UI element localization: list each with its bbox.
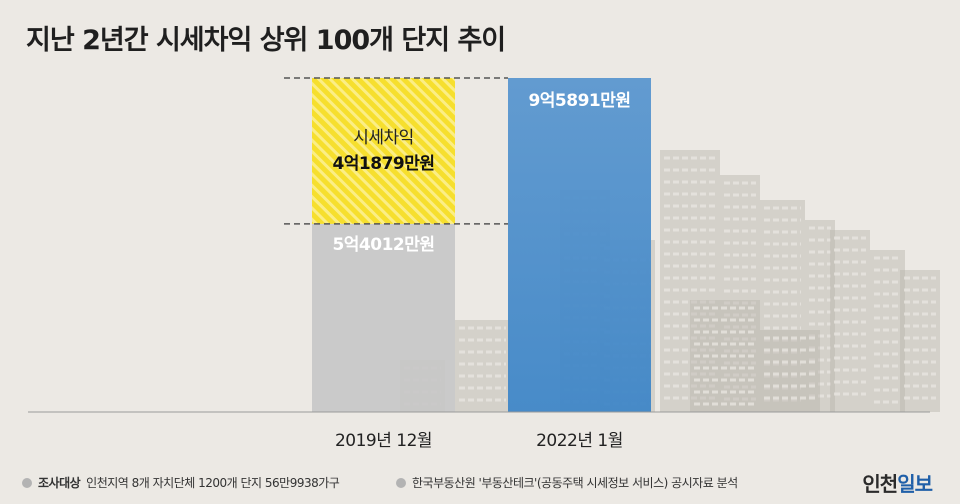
chart-title: 지난 2년간 시세차익 상위 100개 단지 추이 [26, 25, 506, 56]
bar-2022-01 [508, 78, 651, 412]
bar-2019-12 [312, 223, 455, 412]
footer-source: 한국부동산원 '부동산테크'(공동주택 시세정보 서비스) 공시자료 분석 [396, 474, 738, 491]
bar-difference [312, 78, 455, 224]
building [720, 175, 760, 412]
footer: 조사대상 인천지역 8개 자치단체 1200개 단지 56만9938가구 한국부… [0, 464, 960, 504]
x-tick-label-2022-01: 2022년 1월 [536, 431, 623, 451]
difference-value-label: 4억1879만원 [332, 154, 434, 174]
footer-survey: 조사대상 인천지역 8개 자치단체 1200개 단지 56만9938가구 [22, 474, 340, 491]
value-label-2019-12: 5억4012만원 [332, 235, 434, 255]
building [760, 330, 820, 412]
bullet-icon [22, 477, 32, 488]
publisher-logo: 인천일보 [862, 468, 933, 497]
source-text: 한국부동산원 '부동산테크'(공동주택 시세정보 서비스) 공시자료 분석 [412, 476, 738, 490]
building [455, 320, 510, 412]
logo-part2: 일보 [897, 472, 933, 496]
difference-label: 시세차익 [353, 128, 414, 148]
bullet-icon [396, 477, 406, 488]
building [900, 270, 940, 412]
background-buildings [400, 150, 940, 412]
survey-text: 인천지역 8개 자치단체 1200개 단지 56만9938가구 [86, 476, 340, 490]
logo-part1: 인천 [862, 472, 898, 496]
survey-label: 조사대상 [38, 476, 81, 490]
x-tick-label-2019-12: 2019년 12월 [335, 431, 432, 451]
value-label-2022-01: 9억5891만원 [528, 91, 630, 111]
